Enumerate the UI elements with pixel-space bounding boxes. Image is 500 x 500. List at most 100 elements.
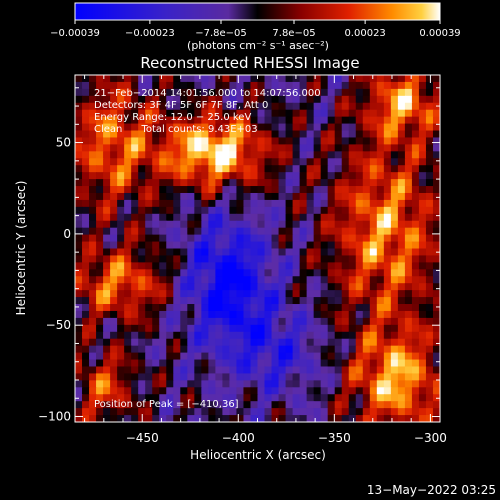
heatmap-cell bbox=[145, 130, 153, 139]
heatmap-cell bbox=[82, 401, 90, 409]
heatmap-cell bbox=[355, 317, 364, 326]
heatmap-cell bbox=[159, 269, 167, 277]
heatmap-cell bbox=[173, 255, 181, 263]
heatmap-cell bbox=[138, 227, 146, 236]
heatmap-cell bbox=[376, 387, 385, 395]
heatmap-cell bbox=[327, 206, 336, 215]
heatmap-cell bbox=[425, 290, 434, 298]
heatmap-cell bbox=[131, 359, 139, 368]
heatmap-cell bbox=[103, 241, 111, 250]
heatmap-cell bbox=[383, 401, 392, 409]
heatmap-cell bbox=[432, 310, 440, 319]
heatmap-cell bbox=[194, 227, 202, 236]
heatmap-cell bbox=[145, 310, 153, 319]
heatmap-cell bbox=[285, 151, 294, 159]
heatmap-cell bbox=[313, 102, 322, 111]
heatmap-cell bbox=[341, 338, 350, 347]
heatmap-cell bbox=[166, 304, 174, 312]
heatmap-cell bbox=[341, 234, 350, 243]
heatmap-cell bbox=[89, 199, 97, 208]
heatmap-cell bbox=[173, 199, 181, 208]
heatmap-cell bbox=[89, 227, 97, 236]
heatmap-cell bbox=[194, 304, 202, 312]
heatmap-cell bbox=[201, 276, 209, 284]
heatmap-cell bbox=[327, 95, 336, 104]
heatmap-cell bbox=[173, 186, 181, 194]
heatmap-cell bbox=[257, 408, 266, 416]
heatmap-cell bbox=[166, 137, 174, 145]
heatmap-cell bbox=[229, 109, 238, 118]
heatmap-cell bbox=[215, 144, 223, 152]
heatmap-cell bbox=[173, 220, 181, 229]
heatmap-cell bbox=[369, 359, 378, 368]
heatmap-cell bbox=[103, 276, 111, 284]
heatmap-cell bbox=[362, 75, 371, 83]
heatmap-cell bbox=[173, 331, 181, 340]
heatmap-cell bbox=[383, 81, 392, 90]
heatmap-cell bbox=[341, 297, 350, 305]
heatmap-cell bbox=[187, 317, 195, 326]
heatmap-cell bbox=[292, 338, 301, 347]
heatmap-cell bbox=[313, 255, 322, 263]
heatmap-cell bbox=[236, 359, 245, 368]
heatmap-cell bbox=[250, 151, 259, 159]
heatmap-cell bbox=[180, 213, 188, 222]
heatmap-cell bbox=[397, 137, 406, 145]
heatmap-cell bbox=[257, 234, 266, 243]
heatmap-cell bbox=[376, 227, 385, 236]
heatmap-cell bbox=[278, 317, 287, 326]
annotation-detectors: Detectors: 3F 4F 5F 6F 7F 8F, Att 0 bbox=[94, 100, 268, 111]
heatmap-cell bbox=[313, 338, 322, 347]
heatmap-cell bbox=[89, 220, 97, 229]
heatmap-cell bbox=[299, 394, 308, 402]
heatmap-cell bbox=[299, 172, 308, 180]
heatmap-cell bbox=[397, 366, 406, 375]
heatmap-cell bbox=[166, 401, 174, 409]
heatmap-cell bbox=[285, 192, 294, 201]
heatmap-cell bbox=[180, 255, 188, 263]
heatmap-cell bbox=[292, 359, 301, 368]
heatmap-cell bbox=[320, 241, 329, 250]
heatmap-cell bbox=[215, 255, 223, 263]
heatmap-cell bbox=[306, 408, 315, 416]
heatmap-cell bbox=[243, 151, 252, 159]
heatmap-cell bbox=[187, 151, 195, 159]
heatmap-cell bbox=[103, 317, 111, 326]
heatmap-cell bbox=[355, 304, 364, 312]
heatmap-cell bbox=[250, 338, 259, 347]
heatmap-cell bbox=[229, 394, 238, 402]
heatmap-cell bbox=[327, 234, 336, 243]
heatmap-cell bbox=[110, 165, 118, 173]
heatmap-cell bbox=[173, 338, 181, 347]
heatmap-cell bbox=[355, 324, 364, 333]
heatmap-cell bbox=[327, 408, 336, 416]
heatmap-cell bbox=[103, 373, 111, 381]
heatmap-cell bbox=[432, 220, 440, 229]
heatmap-cell bbox=[376, 81, 385, 90]
heatmap-cell bbox=[362, 227, 371, 236]
heatmap-cell bbox=[117, 331, 125, 340]
heatmap-cell bbox=[215, 102, 223, 111]
heatmap-cell bbox=[194, 262, 202, 270]
heatmap-cell bbox=[411, 297, 420, 305]
heatmap-cell bbox=[341, 75, 350, 83]
heatmap-cell bbox=[208, 241, 216, 250]
heatmap-cell bbox=[355, 88, 364, 97]
heatmap-cell bbox=[103, 338, 111, 347]
heatmap-cell bbox=[411, 352, 420, 361]
heatmap-cell bbox=[418, 123, 427, 132]
heatmap-cell bbox=[257, 415, 266, 422]
heatmap-cell bbox=[222, 241, 231, 250]
heatmap-cell bbox=[173, 130, 181, 139]
heatmap-cell bbox=[411, 283, 420, 291]
heatmap-cell bbox=[355, 213, 364, 222]
heatmap-cell bbox=[138, 262, 146, 270]
heatmap-cell bbox=[306, 401, 315, 409]
heatmap-cell bbox=[313, 415, 322, 422]
heatmap-cell bbox=[257, 297, 266, 305]
heatmap-cell bbox=[243, 116, 252, 125]
heatmap-cell bbox=[229, 234, 238, 243]
heatmap-cell bbox=[152, 408, 160, 416]
heatmap-cell bbox=[320, 213, 329, 222]
heatmap-cell bbox=[306, 116, 315, 125]
